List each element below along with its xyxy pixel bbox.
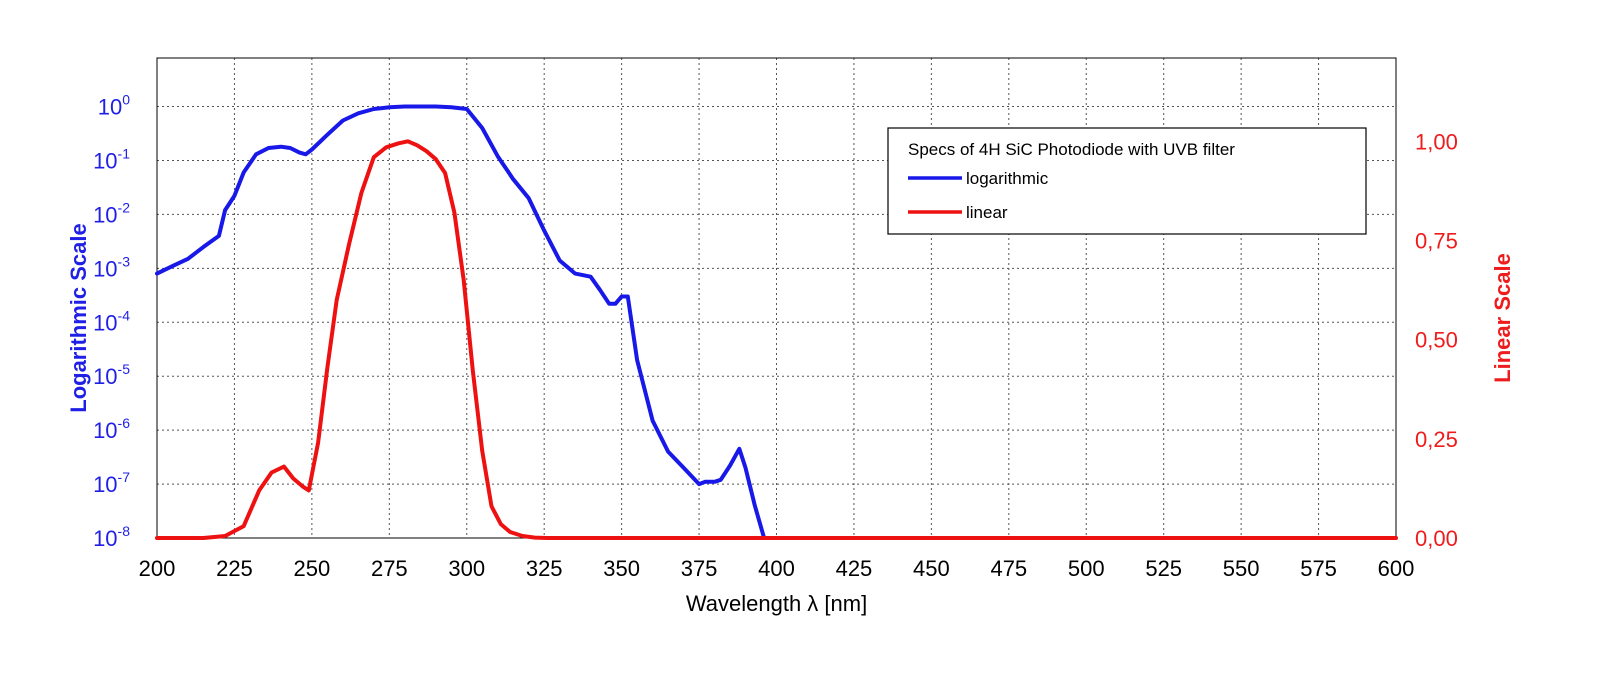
left-tick-label: 100 (98, 92, 130, 120)
legend-label-logarithmic: logarithmic (966, 169, 1049, 188)
x-tick-label: 300 (448, 556, 485, 581)
x-tick-label: 400 (758, 556, 795, 581)
right-tick-label: 0,00 (1415, 526, 1458, 551)
x-tick-label: 250 (294, 556, 331, 581)
x-tick-label: 550 (1223, 556, 1260, 581)
left-tick-label: 10-3 (93, 253, 130, 281)
left-tick-label: 10-6 (93, 415, 130, 443)
series-line-logarithmic (155, 104, 770, 540)
legend-title: Specs of 4H SiC Photodiode with UVB filt… (908, 140, 1235, 159)
left-axis-title: Logarithmic Scale (66, 223, 91, 413)
x-tick-label: 450 (913, 556, 950, 581)
x-tick-label: 350 (603, 556, 640, 581)
x-tick-label: 500 (1068, 556, 1105, 581)
x-tick-label: 525 (1145, 556, 1182, 581)
x-tick-label: 325 (526, 556, 563, 581)
right-tick-label: 0,25 (1415, 427, 1458, 452)
x-axis-title: Wavelength λ [nm] (686, 591, 867, 616)
legend-box (887, 127, 1367, 235)
series-line-linear (155, 139, 1398, 540)
left-tick-label: 10-4 (93, 307, 130, 335)
x-tick-label: 200 (139, 556, 176, 581)
right-tick-label: 0,50 (1415, 328, 1458, 353)
left-tick-label: 10-5 (93, 361, 130, 389)
left-tick-label: 10-1 (93, 145, 130, 173)
tick-label-layer: 200 225 250 275 300 325 350 375 400 425 450 475 500 5… (93, 92, 1458, 581)
right-tick-label: 1,00 (1415, 129, 1458, 154)
left-tick-label: 10-2 (93, 199, 130, 227)
x-tick-label: 275 (371, 556, 408, 581)
x-tick-label: 600 (1378, 556, 1415, 581)
x-tick-label: 575 (1300, 556, 1337, 581)
legend-label-linear: linear (966, 203, 1008, 222)
x-tick-label: 375 (681, 556, 718, 581)
right-tick-label: 0,75 (1415, 228, 1458, 253)
left-tick-label: 10-7 (93, 469, 130, 497)
x-tick-label: 225 (216, 556, 253, 581)
x-tick-label: 475 (990, 556, 1027, 581)
right-axis-title: Linear Scale (1490, 253, 1515, 383)
series-layer (155, 104, 1398, 540)
x-tick-label: 425 (836, 556, 873, 581)
legend: Specs of 4H SiC Photodiode with UVB filt… (887, 127, 1367, 235)
left-tick-label: 10-8 (93, 523, 130, 551)
